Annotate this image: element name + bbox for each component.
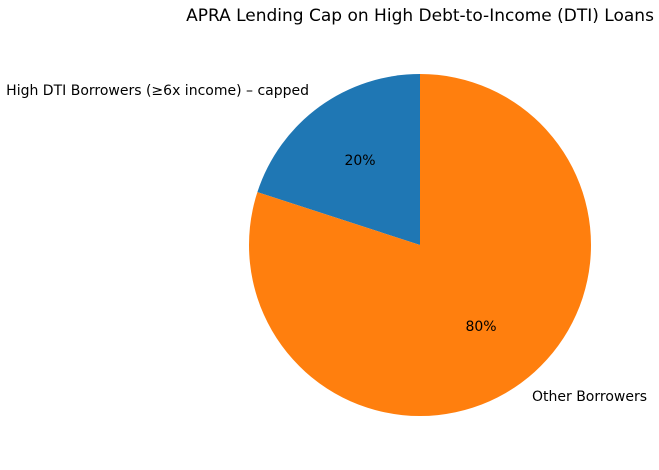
pie-slice-label-high-dti: High DTI Borrowers (≥6x income) – capped [6,83,309,99]
pie-slice-label-other: Other Borrowers [532,389,648,405]
pie-slice-1 [249,74,592,416]
pie-percent-label-high-dti: 20% [344,153,376,169]
pie-percent-label-other: 80% [465,319,497,335]
pie-slice-0 [257,74,420,245]
chart-title: APRA Lending Cap on High Debt-to-Income … [186,6,654,26]
